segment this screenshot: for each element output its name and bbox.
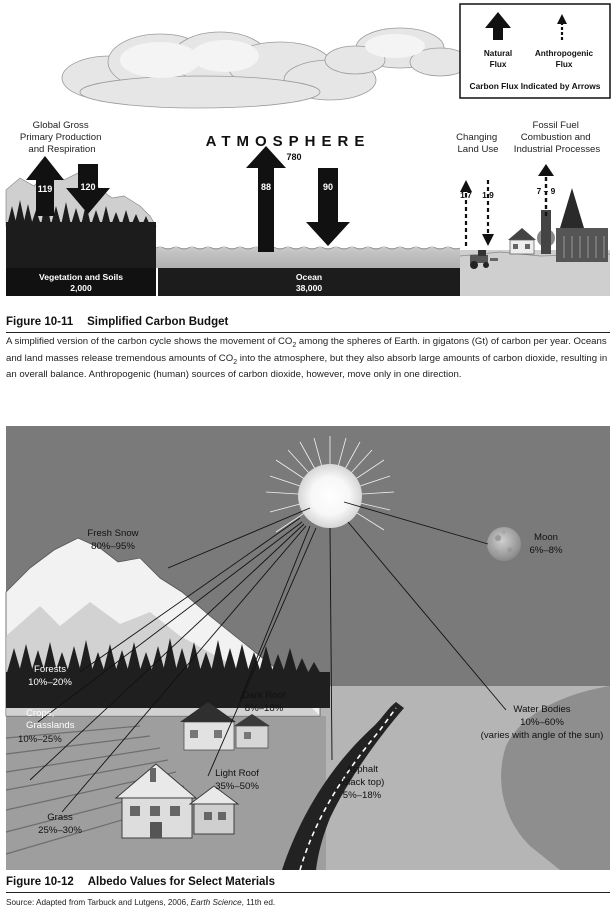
legend-natural-1: Natural [484, 49, 512, 58]
figure-10-11-number: Figure 10-11 [6, 316, 74, 328]
grass-value: 25%–30% [38, 825, 82, 836]
ocean-up-arrow: 88 [246, 146, 286, 252]
ocean-down-value: 90 [323, 182, 333, 192]
veg-up-arrow: 119 [26, 156, 64, 216]
fresh-snow-label: Fresh Snow [87, 528, 138, 539]
grasslands-label: Grasslands [26, 720, 75, 731]
figure-10-11-description: A simplified version of the carbon cycle… [6, 336, 608, 380]
ocean-down-arrow: 90 [306, 168, 350, 246]
legend-anthro-1: Anthropogenic [535, 49, 594, 58]
light-roof-value: 35%–50% [215, 781, 259, 792]
veg-up-value: 119 [38, 184, 53, 194]
moon-label: Moon [534, 532, 558, 543]
carbon-budget-diagram: Vegetation and Soils 2,000 Ocean 38,000 … [5, 0, 611, 296]
figure-10-12-title: Albedo Values for Select Materials [87, 876, 276, 888]
sun-icon [298, 464, 362, 528]
legend-natural-2: Flux [490, 60, 507, 69]
legend-anthro-2: Flux [556, 60, 573, 69]
ocean-value: 38,000 [296, 283, 323, 293]
albedo-lines [29, 501, 507, 813]
light-roof-label: Light Roof [215, 768, 259, 779]
figure-10-12-caption: Figure 10-12 Albedo Values for Select Mat… [6, 876, 275, 888]
caption-rule-2 [6, 892, 610, 893]
albedo-diagram: Fresh Snow 80%–95% Moon 6%–8% Forests 10… [5, 426, 610, 870]
fossil-label: Fossil Fuel Combustion and Industrial Pr… [514, 120, 601, 155]
atmosphere-value: 780 [286, 152, 301, 162]
light-roof-house-icon [114, 763, 240, 839]
ocean-label: Ocean [296, 272, 322, 282]
dark-roof-value: 8%–18% [245, 703, 284, 714]
fossil-value: 7 – 9 [537, 186, 556, 196]
forests-label: Forests [34, 664, 66, 675]
land-use-label: Changing Land Use [456, 132, 500, 155]
asphalt-road [282, 702, 404, 870]
ocean-bar [158, 268, 460, 296]
figure-10-12-number: Figure 10-12 [6, 876, 74, 888]
water-label: Water Bodies [513, 704, 570, 715]
veg-down-arrow: 120 [66, 164, 110, 214]
fossil-arrow: 7 – 9 [537, 164, 556, 216]
vegetation-soils-bar [6, 268, 156, 296]
land-use-up-value: 1.7 [460, 190, 472, 200]
asphalt-value: 5%–18% [343, 790, 382, 801]
asphalt-note: (black top) [340, 777, 385, 788]
gpp-label: Global Gross Primary Production and Resp… [20, 120, 104, 155]
caption-rule-1 [6, 332, 610, 333]
crops-value: 10%–25% [18, 734, 62, 745]
water-note: (varies with angle of the sun) [481, 730, 604, 741]
forests-value: 10%–20% [28, 677, 72, 688]
land-use-up-arrow: 1.7 [460, 180, 472, 246]
ocean-surface [156, 248, 460, 268]
atmosphere-label: ATMOSPHERE [206, 133, 371, 150]
forest [6, 198, 156, 268]
asphalt-label: Asphalt [346, 764, 378, 775]
vegetation-soils-value: 2,000 [70, 283, 92, 293]
land-use-down-value: 1.9 [482, 190, 494, 200]
moon-value: 6%–8% [529, 545, 563, 556]
legend-footer: Carbon Flux Indicated by Arrows [470, 81, 601, 91]
fresh-snow-value: 80%–95% [91, 541, 135, 552]
legend: Natural Flux Anthropogenic Flux Carbon F… [459, 3, 611, 99]
land-use-down-arrow: 1.9 [482, 180, 494, 246]
veg-down-value: 120 [80, 182, 95, 192]
crops-label: Crops, [26, 708, 54, 719]
grass-label: Grass [47, 812, 73, 823]
source-note: Source: Adapted from Tarbuck and Lutgens… [6, 898, 276, 907]
vegetation-soils-label: Vegetation and Soils [39, 272, 123, 282]
figure-10-11-title: Simplified Carbon Budget [87, 316, 229, 328]
ocean-up-value: 88 [261, 182, 271, 192]
dark-roof-label: Dark Roof [242, 690, 286, 701]
water-value: 10%–60% [520, 717, 564, 728]
natural-flux-icon [485, 12, 511, 40]
anthropogenic-flux-icon [557, 14, 567, 40]
factory-icon [541, 188, 608, 262]
tractor-icon [470, 250, 498, 269]
water-body [501, 686, 610, 870]
figure-10-11-caption: Figure 10-11 Simplified Carbon Budget [6, 316, 228, 328]
